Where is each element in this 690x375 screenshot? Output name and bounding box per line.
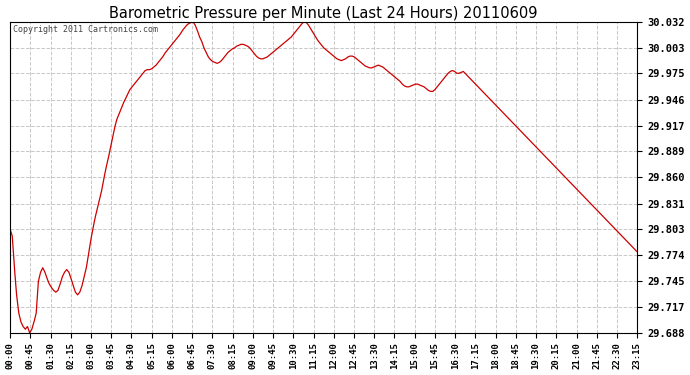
Title: Barometric Pressure per Minute (Last 24 Hours) 20110609: Barometric Pressure per Minute (Last 24 … — [110, 6, 538, 21]
Text: Copyright 2011 Cartronics.com: Copyright 2011 Cartronics.com — [13, 25, 158, 34]
